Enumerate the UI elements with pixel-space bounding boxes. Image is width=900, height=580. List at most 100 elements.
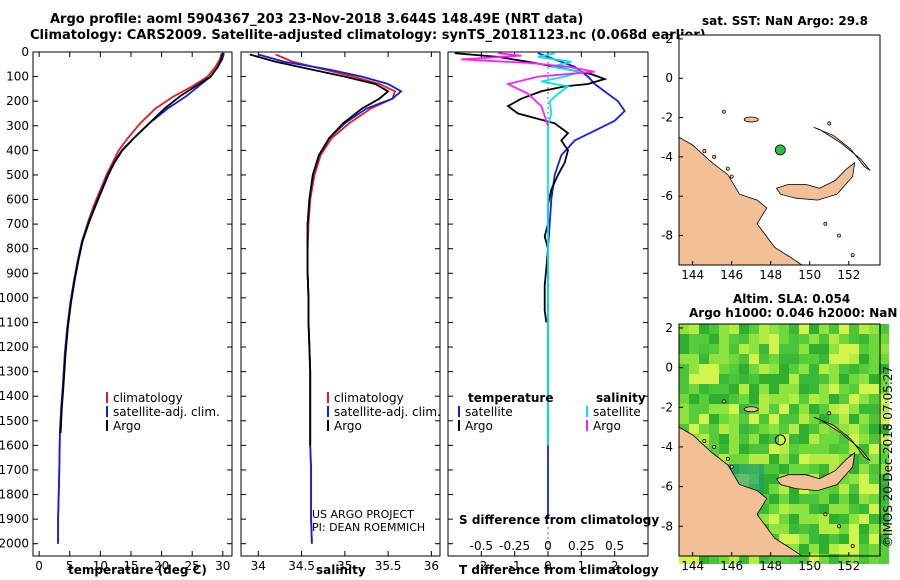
sla-cell <box>839 504 849 514</box>
map-x-tick-label: 146 <box>720 268 743 282</box>
sla-cell <box>879 504 889 514</box>
sla-cell <box>839 534 849 544</box>
sla-cell <box>849 434 859 444</box>
sla-cell <box>879 394 889 404</box>
sla-cell <box>739 554 749 564</box>
map-y-tick-label: -8 <box>661 229 673 243</box>
land-islet <box>850 544 855 549</box>
series-line-argo <box>59 52 224 434</box>
sla-cell <box>849 484 859 494</box>
map-x-tick-label: 150 <box>798 268 821 282</box>
sla-cell <box>709 404 719 414</box>
sla-cell <box>879 334 889 344</box>
sla-cell <box>709 434 719 444</box>
land-new-britain <box>775 452 856 492</box>
sla-cell <box>769 394 779 404</box>
sla-cell <box>849 424 859 434</box>
sla-cell <box>869 344 879 354</box>
sla-cell <box>679 364 689 374</box>
sla-cell <box>789 414 799 424</box>
sla-cell <box>869 444 879 454</box>
sla-cell <box>789 354 799 364</box>
sla-cell <box>679 344 689 354</box>
sla-cell <box>719 414 729 424</box>
sla-cell <box>699 384 709 394</box>
sla-cell <box>809 554 819 564</box>
sla-cell <box>819 324 829 334</box>
sla-cell <box>879 444 889 454</box>
y-tick-label: 200 <box>6 94 29 108</box>
sla-cell <box>689 334 699 344</box>
x-tick-label: 36 <box>424 559 439 573</box>
sla-cell <box>759 404 769 414</box>
y-tick-label: 300 <box>6 119 29 133</box>
legend-item-t-argo: Argo <box>458 419 513 433</box>
sla-cell <box>819 454 829 464</box>
sla-cell <box>859 534 869 544</box>
sla-cell <box>739 374 749 384</box>
map-frame <box>678 323 881 557</box>
sla-cell <box>839 404 849 414</box>
sla-cell <box>869 454 879 464</box>
sla-cell <box>769 554 779 564</box>
sla-cell <box>839 454 849 464</box>
series-line-s-satellite <box>537 52 582 446</box>
map-frame <box>678 34 881 266</box>
plot-frame <box>32 51 233 557</box>
sla-cell <box>699 344 709 354</box>
temperature-panel: 0 5 10 15 20 25 300100200300400500600700800900… <box>0 45 233 573</box>
sla-cell <box>849 514 859 524</box>
series-line-s-argo <box>461 52 595 127</box>
sla-cell <box>749 414 759 424</box>
sla-cell <box>859 414 869 424</box>
sla-cell <box>849 494 859 504</box>
map-y-tick-label: 2 <box>665 32 673 46</box>
sla-cell <box>859 454 869 464</box>
sla-cell <box>809 364 819 374</box>
land-islet <box>721 399 726 404</box>
sla-cell <box>809 424 819 434</box>
sla-cell <box>769 384 779 394</box>
sla-cell <box>679 554 689 564</box>
sla-cell <box>699 324 709 334</box>
sla-cell <box>839 334 849 344</box>
sla-cell <box>789 334 799 344</box>
sla-cell <box>799 554 809 564</box>
sla-cell <box>799 384 809 394</box>
x-tick-label: 5 <box>66 559 74 573</box>
sla-cell <box>839 374 849 384</box>
sla-cell <box>869 394 879 404</box>
sla-cell <box>879 474 889 484</box>
sla-cell <box>829 514 839 524</box>
sla-cell <box>759 414 769 424</box>
sla-cell <box>779 444 789 454</box>
sla-cell <box>709 554 719 564</box>
sla-cell <box>789 494 799 504</box>
sla-cell <box>809 444 819 454</box>
y-tick-label: 800 <box>6 242 29 256</box>
map-y-tick-label: -4 <box>661 440 673 454</box>
sla-cell <box>769 434 779 444</box>
y-tick-label: 600 <box>6 193 29 207</box>
sla-cell <box>709 334 719 344</box>
sla-cell <box>829 394 839 404</box>
sla-cell <box>819 424 829 434</box>
sla-cell <box>759 374 769 384</box>
sla-cell <box>749 354 759 364</box>
y-tick-label: 700 <box>6 217 29 231</box>
sla-cell <box>719 354 729 364</box>
sla-cell <box>689 354 699 364</box>
argo-location-marker <box>774 144 786 156</box>
sla-cell <box>819 514 829 524</box>
salinity-xlabel: salinity <box>316 563 366 577</box>
sla-cell <box>789 404 799 414</box>
sla-cell <box>879 544 889 554</box>
argo-location-marker <box>774 434 786 446</box>
sla-cell <box>759 504 769 514</box>
sla-cell <box>879 524 889 534</box>
sla-cell <box>819 554 829 564</box>
sla-cell <box>809 334 819 344</box>
sla-cell <box>779 334 789 344</box>
sla-cell <box>859 474 869 484</box>
y-tick-label: 1900 <box>0 512 29 526</box>
